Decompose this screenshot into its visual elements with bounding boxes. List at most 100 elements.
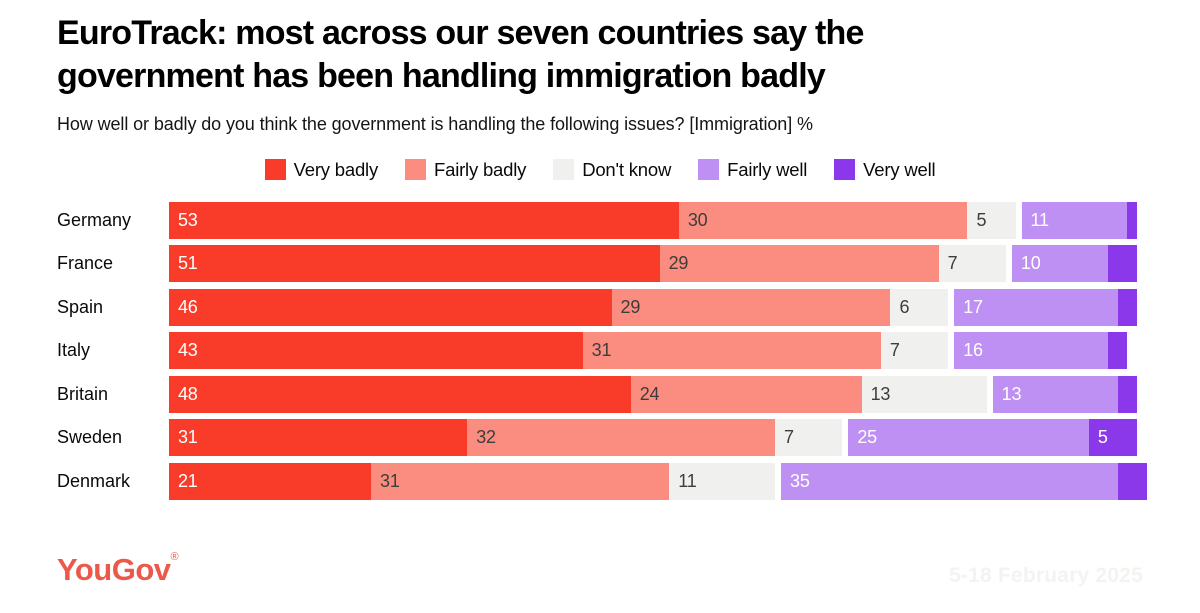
bar-segment-don-t-know: 5 — [967, 201, 1016, 239]
stacked-bar-chart: Germany 53 30 5 11 France 51 29 7 10 Spain 46 29 6 17 I… — [57, 201, 1147, 500]
bar-segment-very-well — [1117, 375, 1137, 413]
legend-swatch-very-badly — [264, 159, 286, 181]
bar-segment-fairly-well: 16 — [954, 332, 1109, 370]
legend-item-very-well: Very well — [834, 159, 936, 181]
chart-row-france: France 51 29 7 10 — [57, 245, 1143, 283]
segment-value: 46 — [178, 296, 198, 317]
segment-value: 10 — [1020, 253, 1041, 274]
bar-segment-very-badly: 31 — [169, 419, 468, 457]
country-label: Denmark — [57, 470, 131, 491]
stacked-bar: 21 31 11 35 — [169, 462, 1147, 500]
chart-row-denmark: Denmark 21 31 11 35 — [57, 462, 1147, 500]
bar-segment-fairly-well: 17 — [954, 288, 1118, 326]
bar-segment-don-t-know: 6 — [890, 288, 949, 326]
segment-value: 5 — [976, 209, 987, 230]
segment-value: 48 — [178, 383, 198, 404]
country-label: Sweden — [57, 427, 123, 448]
legend-swatch-fairly-well — [698, 159, 720, 181]
legend-item-don-t-know: Don't know — [553, 159, 671, 181]
segment-value: 31 — [178, 427, 198, 448]
chart-title-line2: government has been handling immigration… — [57, 56, 826, 95]
segment-value: 29 — [668, 253, 689, 274]
legend-swatch-fairly-badly — [405, 159, 426, 181]
bar-segment-fairly-well: 11 — [1021, 201, 1128, 239]
bar-segment-very-badly: 53 — [169, 201, 679, 239]
legend-swatch-don-t-know — [553, 159, 575, 181]
country-label: Germany — [57, 209, 132, 230]
bar-segment-don-t-know: 13 — [861, 375, 987, 413]
bar-segment-don-t-know: 7 — [880, 332, 949, 370]
bar-segment-fairly-badly: 31 — [582, 332, 881, 370]
segment-value: 7 — [889, 340, 900, 361]
legend-item-fairly-badly: Fairly badly — [405, 159, 526, 181]
country-label: France — [57, 253, 114, 274]
segment-value: 53 — [178, 209, 198, 230]
legend-label: Don't know — [582, 158, 672, 180]
segment-value: 13 — [1001, 383, 1022, 404]
segment-value: 7 — [947, 253, 958, 274]
country-label: Italy — [57, 340, 91, 361]
segment-value: 11 — [678, 470, 697, 491]
segment-value: 35 — [790, 470, 810, 491]
bar-segment-fairly-badly: 30 — [678, 201, 968, 239]
stacked-bar: 31 32 7 25 5 — [169, 419, 1137, 457]
segment-value: 6 — [899, 296, 910, 317]
stacked-bar: 51 29 7 10 — [169, 245, 1137, 283]
country-label: Britain — [57, 383, 109, 404]
bar-segment-fairly-badly: 32 — [467, 419, 776, 457]
bar-segment-very-badly: 46 — [169, 288, 612, 326]
legend: Very badly Fairly badly Don't know Fairly w… — [57, 159, 1143, 181]
segment-value: 31 — [380, 470, 400, 491]
footer: YouGov® 5-18 February 2025 — [57, 551, 1143, 588]
bar-segment-fairly-well: 13 — [992, 375, 1118, 413]
bar-segment-very-badly: 21 — [169, 462, 372, 500]
bar-segment-very-well — [1117, 462, 1147, 500]
country-label: Spain — [57, 296, 104, 317]
bar-segment-very-well — [1117, 288, 1137, 326]
bar-segment-very-well — [1108, 332, 1128, 370]
stacked-bar: 43 31 7 16 — [169, 332, 1131, 370]
bar-segment-don-t-know: 7 — [775, 419, 843, 457]
bar-segment-very-well — [1127, 201, 1137, 239]
segment-value: 13 — [870, 383, 891, 404]
yougov-logo: YouGov® — [57, 551, 179, 588]
segment-value: 24 — [639, 383, 660, 404]
chart-row-britain: Britain 48 24 13 13 — [57, 375, 1143, 413]
stacked-bar: 53 30 5 11 — [169, 201, 1137, 239]
segment-value: 51 — [178, 253, 198, 274]
bar-segment-very-badly: 43 — [169, 332, 583, 370]
segment-value: 30 — [687, 209, 708, 230]
bar-segment-don-t-know: 11 — [669, 462, 776, 500]
chart-row-spain: Spain 46 29 6 17 — [57, 288, 1143, 326]
segment-value: 32 — [476, 427, 496, 448]
stacked-bar: 48 24 13 13 — [169, 375, 1137, 413]
segment-value: 21 — [178, 470, 198, 491]
bar-segment-very-well — [1108, 245, 1137, 283]
chart-subtitle: How well or badly do you think the gover… — [57, 113, 813, 134]
segment-value: 7 — [784, 427, 794, 448]
registered-mark-icon: ® — [170, 551, 179, 563]
bar-segment-don-t-know: 7 — [938, 245, 1006, 283]
bar-segment-very-badly: 51 — [169, 245, 660, 283]
legend-item-fairly-well: Fairly well — [698, 159, 807, 181]
bar-segment-fairly-badly: 31 — [371, 462, 670, 500]
chart-row-germany: Germany 53 30 5 11 — [57, 201, 1143, 239]
legend-label: Very badly — [293, 158, 379, 180]
bar-segment-fairly-badly: 24 — [630, 375, 862, 413]
bar-segment-fairly-well: 35 — [781, 462, 1118, 500]
segment-value: 11 — [1030, 209, 1049, 230]
segment-value: 25 — [857, 427, 877, 448]
segment-value: 16 — [963, 340, 983, 361]
stacked-bar: 46 29 6 17 — [169, 288, 1137, 326]
chart-row-italy: Italy 43 31 7 16 — [57, 332, 1143, 370]
legend-label: Fairly badly — [434, 158, 527, 180]
legend-label: Fairly well — [727, 158, 808, 180]
legend-item-very-badly: Very badly — [264, 158, 379, 181]
bar-segment-very-well: 5 — [1088, 419, 1137, 457]
segment-value: 17 — [963, 296, 983, 317]
bar-segment-fairly-well: 25 — [848, 419, 1089, 457]
segment-value: 31 — [591, 340, 612, 361]
bar-segment-fairly-badly: 29 — [659, 245, 939, 283]
bar-segment-fairly-well: 10 — [1011, 245, 1109, 283]
